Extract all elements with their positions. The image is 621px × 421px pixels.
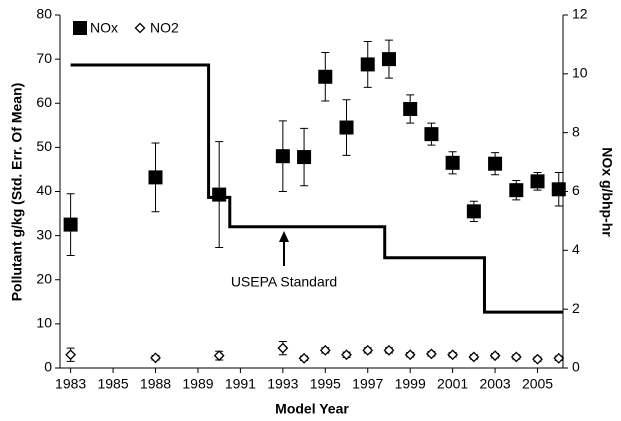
x-tick-label: 1993 bbox=[267, 376, 298, 392]
standard-line bbox=[70, 63, 563, 314]
x-axis-label: Model Year bbox=[275, 401, 349, 417]
point bbox=[383, 344, 395, 356]
point bbox=[425, 348, 437, 360]
point bbox=[381, 52, 396, 67]
y2-tick-label: 10 bbox=[572, 65, 588, 81]
y-axis-label: Pollutant g/kg (Std. Err. Of Mean) bbox=[9, 83, 25, 302]
point bbox=[275, 149, 290, 164]
legend-marker bbox=[73, 21, 87, 35]
x-tick-label: 1988 bbox=[140, 376, 171, 392]
point bbox=[553, 352, 565, 364]
point bbox=[510, 351, 522, 363]
x-tick-label: 1985 bbox=[97, 376, 128, 392]
point bbox=[447, 349, 459, 361]
y-tick-label: 30 bbox=[36, 226, 52, 242]
y2-tick-label: 4 bbox=[572, 241, 580, 257]
point bbox=[404, 349, 416, 361]
point bbox=[63, 217, 78, 232]
y-tick-label: 20 bbox=[36, 270, 52, 286]
x-tick-label: 1989 bbox=[182, 376, 213, 392]
y2-tick-label: 6 bbox=[572, 182, 580, 198]
y-tick-label: 0 bbox=[44, 359, 52, 375]
annotation-arrowhead bbox=[279, 231, 289, 242]
point bbox=[298, 352, 310, 364]
x-tick-label: 1991 bbox=[225, 376, 256, 392]
x-tick-label: 1999 bbox=[395, 376, 426, 392]
point bbox=[341, 349, 352, 361]
point bbox=[297, 150, 312, 165]
legend-label: NOx bbox=[90, 20, 118, 36]
y-tick-label: 60 bbox=[36, 94, 52, 110]
point bbox=[318, 69, 333, 84]
point bbox=[403, 101, 418, 116]
point bbox=[148, 170, 163, 185]
x-tick-label: 1997 bbox=[352, 376, 383, 392]
point bbox=[509, 183, 524, 198]
y-tick-label: 50 bbox=[36, 138, 52, 154]
y-tick-label: 70 bbox=[36, 50, 52, 66]
x-tick-label: 1983 bbox=[55, 376, 86, 392]
point bbox=[445, 155, 460, 170]
y-tick-label: 80 bbox=[36, 6, 52, 22]
y2-tick-label: 8 bbox=[572, 123, 580, 139]
y2-tick-label: 0 bbox=[572, 359, 580, 375]
x-tick-label: 2003 bbox=[480, 376, 511, 392]
point bbox=[150, 352, 161, 364]
point bbox=[532, 353, 543, 365]
x-tick-label: 2001 bbox=[437, 376, 468, 392]
point bbox=[362, 344, 374, 356]
y-tick-label: 10 bbox=[36, 315, 52, 331]
y2-axis-label: NOx g/bhp-hr bbox=[599, 147, 615, 237]
legend-marker bbox=[134, 22, 146, 34]
point bbox=[424, 127, 439, 142]
point bbox=[319, 344, 331, 356]
point bbox=[466, 204, 481, 219]
point bbox=[277, 342, 289, 354]
y2-tick-label: 2 bbox=[572, 300, 580, 316]
x-tick-label: 2005 bbox=[522, 376, 553, 392]
y-tick-label: 40 bbox=[36, 182, 52, 198]
point bbox=[530, 174, 545, 189]
point bbox=[468, 351, 480, 363]
annotation: USEPA Standard bbox=[231, 274, 337, 290]
point bbox=[489, 350, 501, 362]
y2-tick-label: 12 bbox=[572, 6, 588, 22]
point bbox=[212, 187, 227, 202]
point bbox=[65, 349, 77, 361]
point bbox=[213, 350, 225, 362]
point bbox=[360, 57, 375, 72]
x-tick-label: 1995 bbox=[310, 376, 341, 392]
point bbox=[488, 156, 503, 171]
point bbox=[339, 120, 354, 135]
point bbox=[551, 182, 566, 197]
legend-label: NO2 bbox=[150, 20, 179, 36]
